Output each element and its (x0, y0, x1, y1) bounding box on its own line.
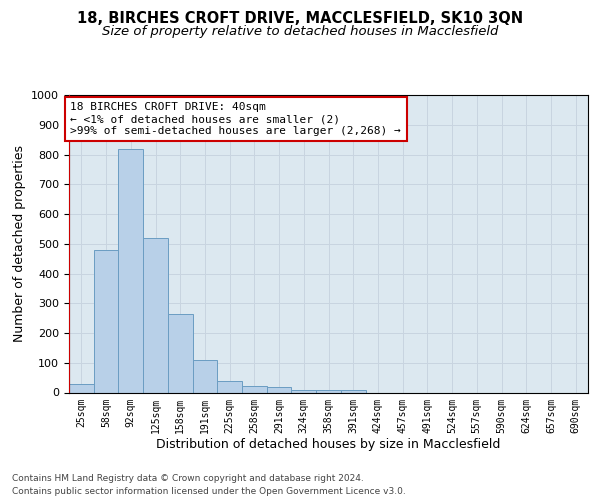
Text: Contains public sector information licensed under the Open Government Licence v3: Contains public sector information licen… (12, 487, 406, 496)
Bar (69, 384, 94, 392)
Bar (217, 380, 242, 392)
Bar (94, 250, 118, 392)
Bar (168, 314, 193, 392)
Bar (267, 386, 292, 392)
Bar (316, 390, 341, 392)
Bar (292, 390, 316, 392)
Y-axis label: Number of detached properties: Number of detached properties (13, 145, 26, 342)
Bar (341, 390, 365, 392)
Text: Size of property relative to detached houses in Macclesfield: Size of property relative to detached ho… (102, 25, 498, 38)
Bar (193, 360, 217, 392)
Bar (242, 386, 267, 392)
Bar (118, 148, 143, 392)
Text: 18, BIRCHES CROFT DRIVE, MACCLESFIELD, SK10 3QN: 18, BIRCHES CROFT DRIVE, MACCLESFIELD, S… (77, 11, 523, 26)
Text: Contains HM Land Registry data © Crown copyright and database right 2024.: Contains HM Land Registry data © Crown c… (12, 474, 364, 483)
Text: 18 BIRCHES CROFT DRIVE: 40sqm
← <1% of detached houses are smaller (2)
>99% of s: 18 BIRCHES CROFT DRIVE: 40sqm ← <1% of d… (70, 102, 401, 136)
X-axis label: Distribution of detached houses by size in Macclesfield: Distribution of detached houses by size … (157, 438, 500, 451)
Bar (143, 238, 168, 392)
